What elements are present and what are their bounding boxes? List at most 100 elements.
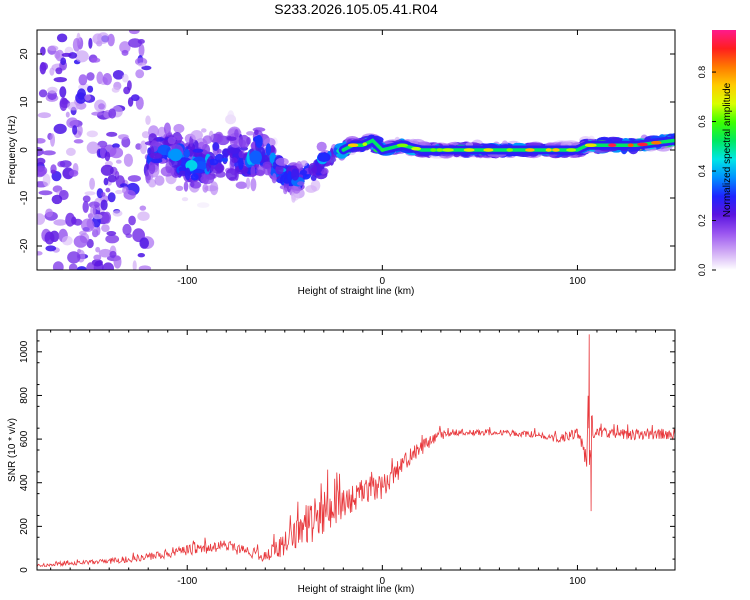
spectrogram-cell [287, 170, 292, 183]
spectrogram-cell [72, 125, 78, 135]
spectrogram-cell [52, 261, 64, 270]
spectrogram-hotspot [463, 148, 475, 152]
spectrogram-cell [45, 208, 53, 218]
spectrogram-cell [91, 111, 104, 116]
spectrogram-cell [208, 158, 219, 166]
spectrogram-cell [61, 235, 73, 246]
spectrogram-cell [291, 168, 300, 181]
spectrogram-cell [91, 259, 103, 267]
spectrogram-cell [86, 130, 99, 138]
colorbar-tick-label: 0.8 [697, 66, 707, 79]
spectrogram-hotspot [525, 148, 535, 152]
spectrogram-cell [165, 161, 173, 174]
spectrogram-cell [131, 94, 140, 102]
spectrogram-cell [297, 181, 305, 186]
spectrogram-cell [119, 41, 131, 54]
spectrogram-cell [75, 50, 89, 63]
spectrogram-cell [173, 123, 185, 134]
spectrogram-cell [245, 177, 251, 190]
spectrogram-cell [65, 111, 70, 118]
spectrogram-xtick-label: 100 [569, 276, 586, 287]
spectrogram-cell [79, 230, 87, 236]
spectrogram-cell [175, 185, 184, 191]
snr-ytick-label: 1000 [19, 340, 30, 363]
spectrogram-hotspot [430, 148, 437, 152]
spectrogram-cell [115, 159, 122, 164]
spectrogram-cell [296, 161, 302, 169]
spectrogram-cell [210, 162, 225, 174]
spectrogram-cell [50, 133, 55, 147]
snr-xtick-label: 100 [569, 576, 586, 587]
spectrogram-cell [238, 150, 244, 159]
spectrogram-cell [113, 255, 122, 269]
colorbar-tick-label: 0.6 [697, 115, 707, 128]
spectrogram-cell [100, 164, 114, 176]
spectrogram-cell [128, 38, 142, 48]
spectrogram-hotspot [566, 148, 577, 152]
spectrogram-cell [132, 260, 137, 270]
spectrogram-cell [82, 200, 89, 213]
spectrogram-cell [109, 147, 124, 159]
spectrogram-cell [53, 219, 67, 226]
spectrogram-cell [60, 57, 67, 66]
spectrogram-cell [283, 187, 288, 195]
spectrogram-cell [122, 223, 132, 236]
spectrogram-cell [238, 156, 244, 170]
spectrogram-cell [53, 77, 67, 83]
spectrogram-cell [139, 237, 149, 249]
spectrogram-cell [200, 174, 215, 185]
spectrogram-cell [72, 38, 81, 52]
spectrogram-cell [256, 165, 266, 177]
spectrogram-cell [55, 67, 63, 75]
spectrogram-cell [270, 145, 275, 154]
snr-ytick-label: 800 [19, 387, 30, 404]
spectrogram-cell [183, 181, 189, 192]
spectrogram-cell [234, 165, 249, 175]
spectrogram-cell [122, 186, 129, 195]
snr-xtick-label: -100 [177, 576, 197, 587]
spectrogram-cell [115, 189, 123, 195]
spectrogram-xtick-label: -100 [177, 276, 197, 287]
spectrogram-ytick-label: 0 [19, 147, 30, 153]
spectrogram-cell [37, 138, 46, 144]
spectrogram-cell [66, 117, 79, 129]
spectrogram-cell [100, 199, 108, 211]
spectrogram-cell [138, 43, 145, 57]
spectrogram-cell [37, 112, 52, 119]
spectrogram-cell [139, 205, 147, 211]
spectrogram-hotspot [396, 143, 409, 148]
spectrogram-cell [128, 30, 140, 35]
spectrogram-cell [255, 134, 263, 148]
snr-ytick-label: 600 [19, 430, 30, 447]
spectrogram-cell [167, 136, 176, 145]
spectrogram-cell [86, 238, 94, 249]
spectrogram-cell [103, 177, 109, 186]
spectrogram-cells [37, 30, 675, 270]
spectrogram-cell [37, 251, 43, 256]
spectrogram-cell [107, 174, 117, 183]
spectrogram-cell [193, 161, 207, 171]
spectrogram-cell [198, 141, 206, 150]
spectrogram-hotspot [552, 148, 560, 152]
spectrogram-cell [135, 69, 145, 79]
spectrogram-cell [154, 175, 165, 186]
spectrogram-cell [107, 192, 116, 203]
spectrogram-cell [37, 214, 46, 221]
spectrogram-cell [201, 128, 207, 133]
spectrogram-cell [262, 161, 272, 169]
spectrogram-cell [42, 173, 51, 187]
spectrogram-cell [42, 150, 56, 156]
spectrogram-cell [53, 123, 67, 134]
spectrogram-cell [66, 147, 76, 156]
spectrogram-hotspot [347, 143, 359, 147]
spectrogram-cell [89, 177, 95, 190]
spectrogram-cell [310, 179, 321, 192]
spectrogram-cell [59, 86, 67, 98]
spectrogram-cell [181, 197, 189, 202]
spectrogram-cell [209, 181, 219, 196]
spectrogram-cell [38, 89, 48, 98]
spectrogram-cell [333, 147, 338, 156]
spectrogram-cell [77, 125, 83, 136]
spectrogram-cell [226, 135, 232, 141]
spectrogram-cell [299, 169, 308, 176]
